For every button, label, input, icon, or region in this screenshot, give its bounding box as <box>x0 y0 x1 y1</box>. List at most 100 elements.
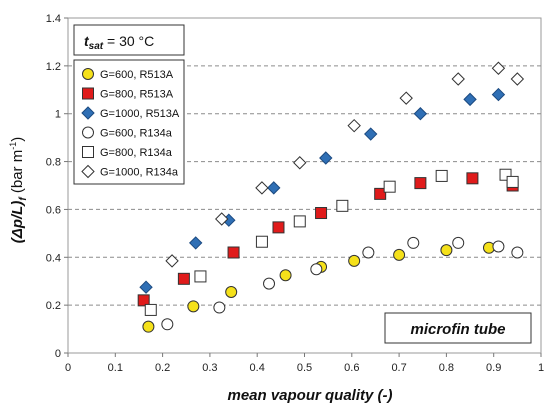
data-point <box>225 285 238 298</box>
data-point <box>263 277 276 290</box>
tube-label: microfin tube <box>410 321 505 338</box>
data-point <box>452 236 465 249</box>
data-point <box>374 187 387 200</box>
data-markers <box>137 61 525 333</box>
legend-marker <box>82 68 94 80</box>
x-tick-label: 0.5 <box>297 362 312 374</box>
data-point <box>137 294 150 307</box>
y-tick-label: 1 <box>55 109 61 121</box>
data-point <box>187 300 200 313</box>
data-point <box>213 301 226 314</box>
data-point <box>227 246 240 259</box>
data-point <box>310 263 323 276</box>
y-axis-label-close: ) <box>9 137 26 142</box>
legend-label: G=600, R134a <box>100 128 173 140</box>
data-point <box>144 303 157 316</box>
tsat-box <box>73 24 185 56</box>
x-tick-label: 0.8 <box>439 362 454 374</box>
x-tick-label: 0 <box>65 362 71 374</box>
axis-ticks: 0 0.2 0.4 0.6 0.8 1 1.2 1.4 0 0.1 0.2 0.3 0.4 0.5 0.6 0… <box>46 13 544 374</box>
y-axis-label-unit: (bar m <box>9 150 26 198</box>
data-point <box>189 236 203 250</box>
data-point <box>319 151 333 165</box>
x-tick-label: 0.9 <box>486 362 501 374</box>
data-point <box>194 270 207 283</box>
tsat-symbol: t <box>84 33 90 49</box>
y-tick-label: 0.6 <box>46 204 61 216</box>
y-axis-label-subscript: f <box>18 196 29 201</box>
data-point <box>255 235 268 248</box>
data-point <box>347 118 361 133</box>
data-point <box>510 72 525 86</box>
y-tick-label: 1.4 <box>46 13 61 25</box>
data-point <box>491 61 506 75</box>
data-point <box>463 92 477 107</box>
x-tick-label: 0.6 <box>344 362 359 374</box>
y-axis-label-superscript: -1 <box>8 142 18 150</box>
data-point <box>440 244 453 257</box>
x-axis-label: mean vapour quality (-) <box>227 387 392 404</box>
y-axis-label-main: (Δp/L) <box>9 201 26 244</box>
x-tick-label: 0.2 <box>155 362 170 374</box>
data-point <box>336 199 349 212</box>
data-point <box>267 181 281 195</box>
data-point <box>491 87 506 102</box>
x-tick-label: 0.7 <box>391 362 406 374</box>
data-point <box>451 72 465 86</box>
legend-label: G=1000, R134a <box>100 167 179 179</box>
data-point <box>399 91 413 105</box>
legend-marker <box>81 106 95 120</box>
y-tick-label: 0.2 <box>46 300 61 312</box>
data-point <box>348 254 361 267</box>
data-point <box>393 248 406 261</box>
data-point <box>383 180 396 193</box>
data-point <box>407 236 420 249</box>
legend-label: G=600, R513A <box>100 69 174 81</box>
y-axis-label: (Δp/L)f (bar m-1) <box>8 137 29 243</box>
data-point <box>215 212 229 226</box>
data-point <box>293 215 306 228</box>
tube-label-box <box>384 312 532 344</box>
data-point <box>492 240 505 253</box>
legend-label: G=800, R513A <box>100 89 174 101</box>
y-tick-label: 0.4 <box>46 252 61 264</box>
data-point <box>315 207 328 220</box>
data-point <box>177 272 190 285</box>
data-point <box>165 254 179 268</box>
legend-label: G=1000, R513A <box>100 108 180 120</box>
y-tick-label: 1.2 <box>46 61 61 73</box>
data-point <box>139 280 153 294</box>
data-point <box>161 318 174 331</box>
tsat-subscript: sat <box>89 41 104 52</box>
y-tick-label: 0.8 <box>46 157 61 169</box>
y-tick-label: 0 <box>55 348 61 360</box>
data-point <box>499 168 512 181</box>
legend-label: G=800, R134a <box>100 147 173 159</box>
data-point <box>414 177 427 190</box>
tsat-value: = 30 °C <box>103 33 154 49</box>
data-point <box>364 127 378 141</box>
tsat-annotation: tsat = 30 °C <box>84 33 154 52</box>
x-tick-label: 0.1 <box>108 362 123 374</box>
data-point <box>506 175 519 188</box>
data-point <box>272 221 285 234</box>
data-point <box>511 246 524 259</box>
x-tick-label: 0.4 <box>250 362 265 374</box>
legend-marker <box>81 164 95 179</box>
x-tick-label: 0.3 <box>202 362 217 374</box>
legend-entries: G=600, R513A G=800, R513A G=1000, R513A G=6… <box>81 68 180 179</box>
legend <box>73 59 185 185</box>
legend-marker <box>82 146 94 158</box>
data-point <box>362 246 375 259</box>
data-point <box>435 169 448 182</box>
data-point <box>413 107 428 121</box>
legend-marker <box>82 126 94 139</box>
data-point <box>466 172 479 185</box>
data-point <box>279 269 292 282</box>
legend-marker <box>82 87 94 100</box>
data-point <box>255 181 269 195</box>
data-point <box>142 320 155 333</box>
x-tick-label: 1 <box>538 362 544 374</box>
